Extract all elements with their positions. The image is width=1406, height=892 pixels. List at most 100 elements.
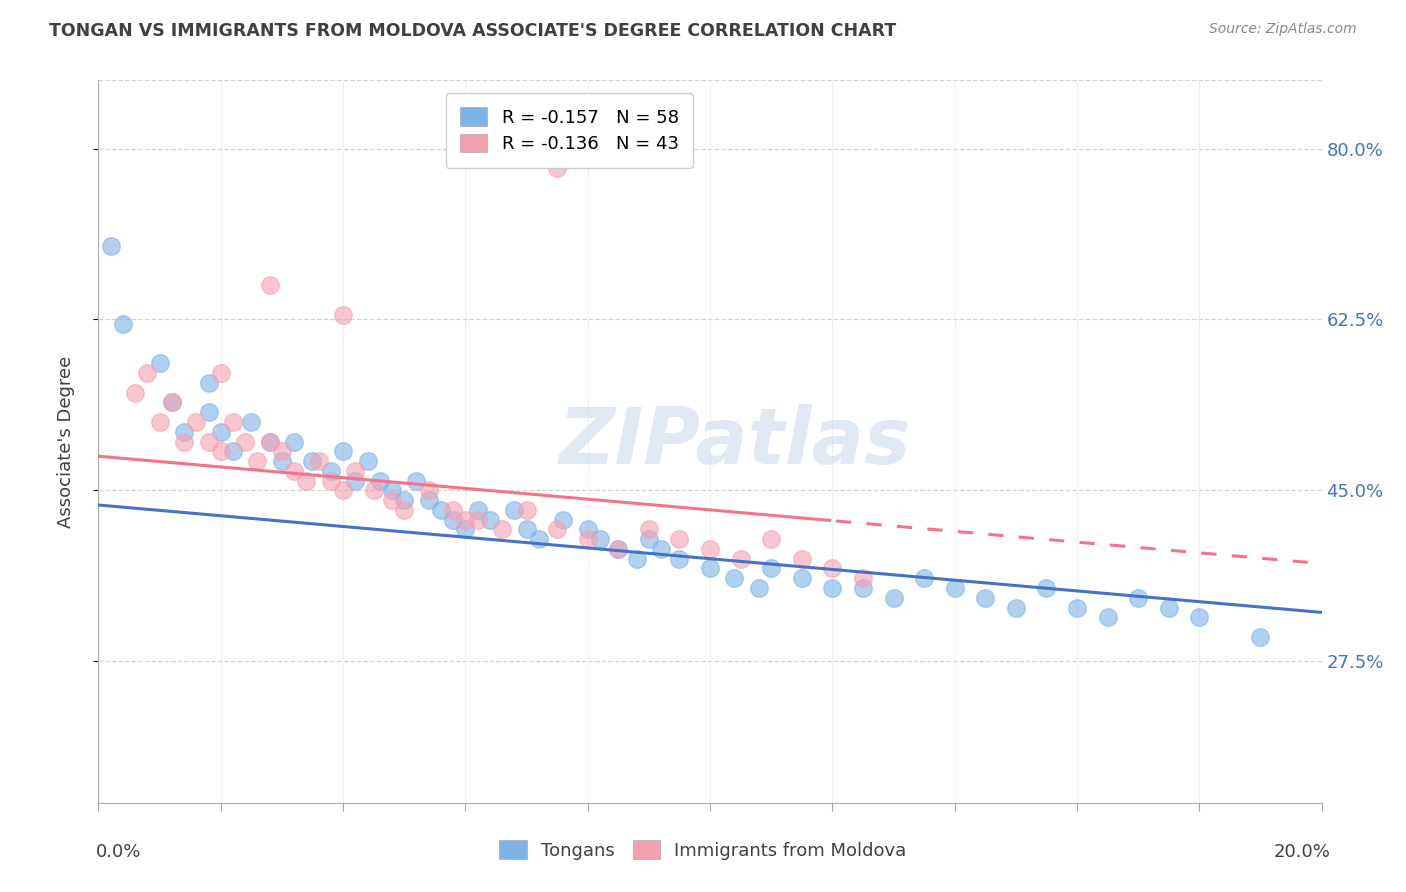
Point xyxy=(759,561,782,575)
Point xyxy=(1188,610,1211,624)
Point xyxy=(270,444,292,458)
Point xyxy=(467,503,489,517)
Text: TONGAN VS IMMIGRANTS FROM MOLDOVA ASSOCIATE'S DEGREE CORRELATION CHART: TONGAN VS IMMIGRANTS FROM MOLDOVA ASSOCI… xyxy=(49,22,897,40)
Point xyxy=(943,581,966,595)
Point xyxy=(392,503,416,517)
Point xyxy=(821,561,844,575)
Point xyxy=(381,493,404,508)
Point xyxy=(607,541,630,556)
Point xyxy=(454,523,477,537)
Point xyxy=(173,434,195,449)
Point xyxy=(668,551,690,566)
Point xyxy=(173,425,195,439)
Point xyxy=(883,591,905,605)
Point xyxy=(160,395,183,409)
Point xyxy=(332,308,354,322)
Point xyxy=(308,454,330,468)
Y-axis label: Associate's Degree: Associate's Degree xyxy=(56,355,75,528)
Point xyxy=(637,532,661,546)
Point xyxy=(1249,630,1271,644)
Point xyxy=(149,415,172,429)
Point xyxy=(405,474,427,488)
Point xyxy=(441,503,464,517)
Point xyxy=(723,571,745,585)
Point xyxy=(270,454,292,468)
Point xyxy=(467,513,489,527)
Point xyxy=(363,483,385,498)
Point xyxy=(233,434,256,449)
Point xyxy=(576,523,599,537)
Point xyxy=(344,464,367,478)
Point xyxy=(259,434,281,449)
Point xyxy=(699,541,721,556)
Point xyxy=(197,376,219,390)
Point xyxy=(546,161,568,176)
Point xyxy=(356,454,378,468)
Point xyxy=(491,523,513,537)
Point xyxy=(759,532,782,546)
Point xyxy=(332,444,354,458)
Point xyxy=(222,415,245,429)
Point xyxy=(553,513,575,527)
Point xyxy=(283,464,305,478)
Point xyxy=(441,513,464,527)
Point xyxy=(149,356,172,370)
Point xyxy=(240,415,263,429)
Point xyxy=(392,493,416,508)
Point xyxy=(197,434,219,449)
Point xyxy=(852,581,875,595)
Point xyxy=(527,532,550,546)
Point xyxy=(332,483,354,498)
Legend: R = -0.157   N = 58, R = -0.136   N = 43: R = -0.157 N = 58, R = -0.136 N = 43 xyxy=(446,93,693,168)
Point xyxy=(516,503,538,517)
Point xyxy=(821,581,844,595)
Point xyxy=(1157,600,1180,615)
Point xyxy=(790,571,813,585)
Point xyxy=(381,483,404,498)
Point xyxy=(430,503,453,517)
Point xyxy=(111,318,134,332)
Point xyxy=(1097,610,1119,624)
Point xyxy=(546,523,568,537)
Point xyxy=(136,366,159,380)
Point xyxy=(222,444,245,458)
Point xyxy=(259,434,281,449)
Point xyxy=(418,483,440,498)
Point xyxy=(259,278,281,293)
Text: ZIPatlas: ZIPatlas xyxy=(558,403,911,480)
Text: Source: ZipAtlas.com: Source: ZipAtlas.com xyxy=(1209,22,1357,37)
Point xyxy=(852,571,875,585)
Point xyxy=(209,425,232,439)
Point xyxy=(100,239,122,253)
Point xyxy=(124,385,146,400)
Legend: Tongans, Immigrants from Moldova: Tongans, Immigrants from Moldova xyxy=(492,833,914,867)
Point xyxy=(209,366,232,380)
Point xyxy=(503,503,526,517)
Point xyxy=(607,541,630,556)
Point xyxy=(730,551,752,566)
Point xyxy=(1035,581,1057,595)
Point xyxy=(454,513,477,527)
Point xyxy=(974,591,997,605)
Point xyxy=(576,532,599,546)
Point xyxy=(912,571,935,585)
Point xyxy=(246,454,269,468)
Point xyxy=(319,464,342,478)
Point xyxy=(418,493,440,508)
Point xyxy=(516,523,538,537)
Text: 20.0%: 20.0% xyxy=(1274,843,1330,861)
Point xyxy=(1004,600,1026,615)
Point xyxy=(589,532,612,546)
Point xyxy=(186,415,208,429)
Text: 0.0%: 0.0% xyxy=(96,843,141,861)
Point xyxy=(209,444,232,458)
Point xyxy=(699,561,721,575)
Point xyxy=(368,474,391,488)
Point xyxy=(301,454,323,468)
Point xyxy=(790,551,813,566)
Point xyxy=(637,523,661,537)
Point xyxy=(160,395,183,409)
Point xyxy=(626,551,648,566)
Point xyxy=(478,513,501,527)
Point xyxy=(319,474,342,488)
